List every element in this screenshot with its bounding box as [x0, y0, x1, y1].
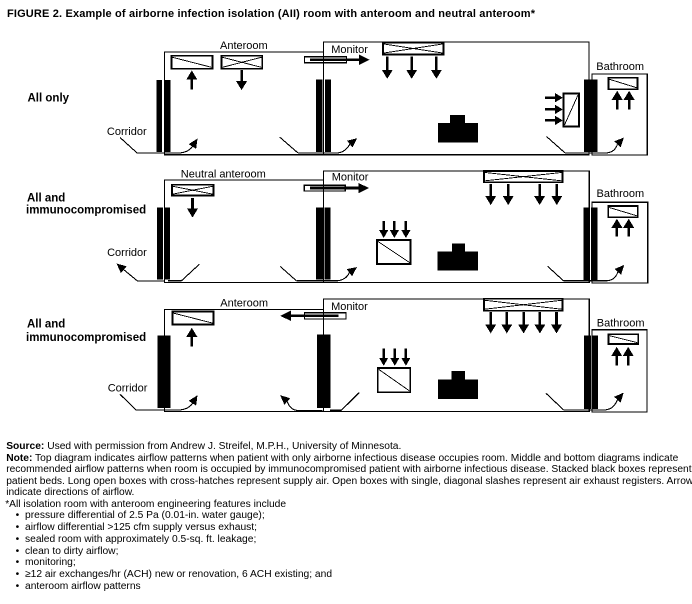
svg-text:Bathroom: Bathroom: [597, 188, 645, 200]
svg-text:Anteroom: Anteroom: [220, 40, 268, 52]
svg-text:immunocompromised: immunocompromised: [26, 205, 146, 217]
svg-text:Corridor: Corridor: [108, 383, 148, 395]
svg-text:Corridor: Corridor: [107, 126, 147, 138]
svg-text:immunocompromised: immunocompromised: [26, 332, 146, 344]
svg-text:All only: All only: [28, 93, 70, 105]
svg-text:All and: All and: [27, 318, 65, 330]
svg-text:Monitor: Monitor: [331, 44, 368, 56]
svg-text:Bathroom: Bathroom: [596, 61, 644, 73]
svg-text:Corridor: Corridor: [107, 247, 147, 259]
svg-text:Neutral anteroom: Neutral anteroom: [181, 168, 266, 180]
svg-text:Monitor: Monitor: [332, 172, 369, 184]
svg-text:All and: All and: [27, 193, 65, 205]
svg-text:Monitor: Monitor: [331, 301, 368, 313]
svg-text:Anteroom: Anteroom: [220, 297, 268, 309]
svg-text:Bathroom: Bathroom: [597, 318, 645, 330]
